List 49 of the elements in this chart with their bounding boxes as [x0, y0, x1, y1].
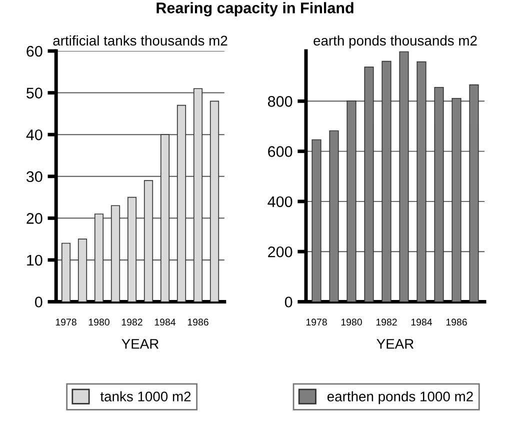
x-axis-title: YEAR: [122, 339, 159, 349]
bar: [312, 139, 322, 302]
bar: [160, 134, 170, 302]
bar: [78, 238, 88, 302]
bar: [399, 51, 409, 302]
y-tick-label: 50: [26, 88, 42, 98]
x-tick-label: 1986: [188, 318, 208, 326]
y-tick-label: 20: [26, 213, 42, 224]
x-tick-label: 1982: [376, 318, 397, 326]
bar: [469, 84, 479, 302]
y-tick-label: 40: [26, 129, 42, 140]
legend-label: tanks 1000 m2: [100, 391, 191, 402]
x-tick-label: 1980: [341, 318, 362, 326]
x-tick-label: 1978: [306, 318, 327, 326]
chart-subtitle: artificial tanks thousands m2: [53, 35, 228, 46]
bar: [210, 100, 220, 302]
y-tick-label: 0: [284, 296, 292, 308]
bar: [144, 180, 154, 302]
x-tick-label: 1986: [446, 318, 467, 326]
bar: [176, 104, 186, 302]
x-tick-label: 1982: [122, 318, 142, 326]
bar: [329, 130, 339, 302]
bar: [452, 98, 462, 302]
y-tick-label: 0: [35, 296, 42, 308]
x-tick-label: 1984: [411, 318, 432, 326]
y-tick-label: 10: [27, 254, 42, 266]
bar: [364, 66, 374, 302]
text: Rearing capacity in Finland: [156, 2, 354, 16]
bar: [416, 61, 426, 302]
bar: [61, 242, 71, 302]
chart-subtitle: earth ponds thousands m2: [314, 35, 477, 48]
y-tick-label: 400: [268, 196, 292, 208]
y-tick-label: 200: [268, 246, 292, 258]
y-tick-label: 600: [268, 146, 292, 157]
bar: [382, 60, 392, 302]
x-tick-label: 1980: [88, 318, 110, 326]
bar: [193, 88, 203, 302]
y-tick-label: 60: [26, 46, 42, 57]
y-tick-label: 30: [26, 171, 42, 182]
bar: [94, 214, 104, 302]
x-tick-label: 1978: [56, 318, 76, 326]
bar: [434, 86, 444, 302]
bar: [110, 205, 120, 302]
y-tick-label: 800: [268, 96, 292, 107]
legend-label: earthen ponds 1000 m2: [327, 391, 473, 404]
bar: [127, 196, 137, 302]
x-axis-title: YEAR: [376, 339, 414, 349]
bar: [346, 100, 356, 302]
x-tick-label: 1984: [154, 318, 176, 326]
